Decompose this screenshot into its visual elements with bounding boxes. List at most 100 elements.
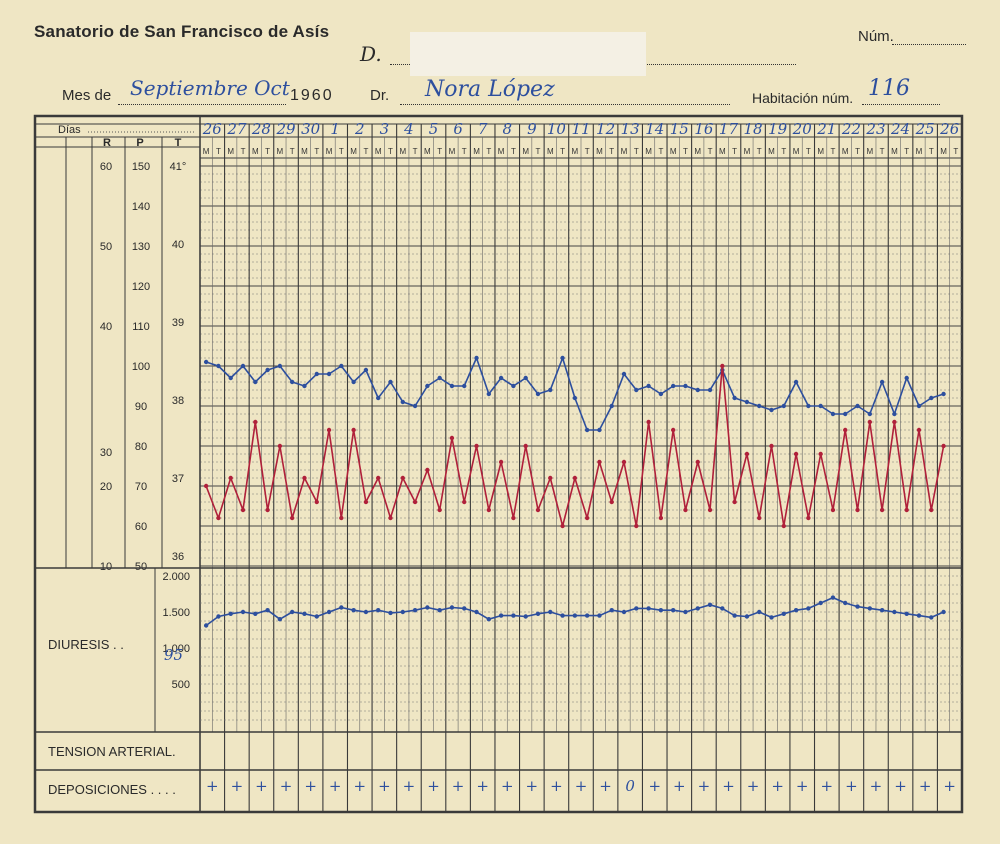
shift-t: T [732, 147, 737, 156]
deposicion-mark: + [206, 777, 219, 795]
chart-frame [33, 114, 964, 814]
diuresis-note: 95 [164, 646, 183, 664]
diuresis-point [474, 609, 479, 615]
day-number: 17 [719, 120, 739, 138]
respiration-point [634, 523, 639, 529]
day-number: 5 [429, 120, 439, 138]
respiration-point [376, 475, 381, 481]
room-label: Habitación núm. [752, 90, 854, 106]
pulse-point [793, 379, 799, 385]
pulse-point [916, 403, 922, 409]
respiration-point [793, 451, 799, 457]
respiration-point [806, 515, 811, 521]
diuresis-point [277, 617, 283, 622]
diuresis-point [363, 609, 369, 615]
diuresis-point [597, 613, 602, 618]
day-number: 4 [403, 120, 414, 138]
shift-m: M [817, 147, 824, 156]
room-line [862, 104, 940, 105]
shift-m: M [277, 147, 284, 156]
pulse-point [658, 391, 664, 397]
respiration-point [289, 515, 295, 521]
year-value: 1960 [290, 87, 334, 104]
shift-m: M [768, 147, 775, 156]
pulse-tick: 140 [132, 201, 150, 213]
shift-t: T [560, 147, 565, 156]
deposicion-mark: + [403, 777, 416, 795]
shift-m: M [350, 147, 357, 156]
diuresis-tick: 1.500 [162, 607, 190, 619]
respiration-point [339, 515, 344, 521]
record-number-line [892, 44, 966, 45]
shift-t: T [314, 147, 319, 156]
shift-t: T [216, 147, 221, 156]
pulse-point [609, 403, 614, 409]
pulse-point [548, 387, 553, 393]
pulse-point [511, 383, 516, 389]
respiration-point [560, 523, 565, 529]
diuresis-point [228, 611, 233, 616]
pulse-point [302, 383, 307, 389]
pulse-point [732, 395, 737, 401]
respiration-point [732, 499, 737, 505]
shift-m: M [522, 147, 529, 156]
diuresis-point [670, 608, 676, 613]
patient-prefix: D. [360, 42, 382, 66]
diuresis-tick: 500 [172, 679, 190, 691]
pulse-point [253, 379, 258, 385]
deposicion-mark: + [378, 777, 391, 795]
deposicion-mark: + [796, 777, 809, 795]
deposicion-mark: + [870, 777, 883, 795]
day-number: 20 [792, 120, 813, 138]
diuresis-point [634, 606, 639, 611]
diuresis-point [818, 600, 823, 606]
respiration-point [203, 483, 209, 489]
diuresis-point [793, 608, 799, 613]
shift-t: T [929, 147, 934, 156]
respiration-point [646, 419, 651, 425]
resp-tick: 10 [100, 561, 112, 573]
deposicion-mark: + [894, 777, 907, 795]
deposicion-mark: + [919, 777, 932, 795]
day-number: 9 [527, 120, 537, 138]
pulse-point [388, 379, 393, 385]
deposicion-mark: + [231, 777, 244, 795]
deposicion-mark: + [722, 777, 735, 795]
deposicion-mark: + [501, 777, 514, 795]
pulse-point [707, 387, 713, 393]
col-header-r: R [103, 137, 111, 149]
day-number: 14 [645, 120, 664, 138]
respiration-point [609, 499, 614, 505]
redacted-patient-name [410, 32, 646, 76]
shift-m: M [793, 147, 800, 156]
respiration-point [351, 427, 356, 433]
pulse-point [634, 387, 639, 393]
tension-label: TENSION ARTERIAL. [48, 744, 176, 759]
resp-tick: 60 [100, 161, 112, 173]
respiration-point [400, 475, 405, 481]
diuresis-tick: 2.000 [162, 571, 190, 583]
diuresis-point [941, 609, 946, 615]
diuresis-point [511, 613, 516, 618]
respiration-point [437, 507, 442, 513]
diuresis-point [621, 609, 627, 615]
deposicion-mark: + [943, 777, 956, 795]
temp-tick: 38 [172, 395, 184, 407]
shift-m: M [596, 147, 603, 156]
respiration-point [449, 435, 455, 441]
shift-m: M [940, 147, 947, 156]
diuresis-point [584, 613, 590, 618]
diuresis-tick: 1.000 [162, 643, 190, 655]
respiration-point [425, 467, 430, 473]
temp-tick: 40 [172, 239, 184, 251]
diuresis-point [609, 608, 614, 613]
deposicion-mark: + [673, 777, 686, 795]
deposicion-mark: + [550, 777, 563, 795]
shift-m: M [719, 147, 726, 156]
diuresis-point [339, 605, 344, 610]
shift-m: M [399, 147, 406, 156]
shift-t: T [757, 147, 762, 156]
deposicion-mark: + [353, 777, 366, 795]
day-number: 25 [915, 120, 935, 138]
